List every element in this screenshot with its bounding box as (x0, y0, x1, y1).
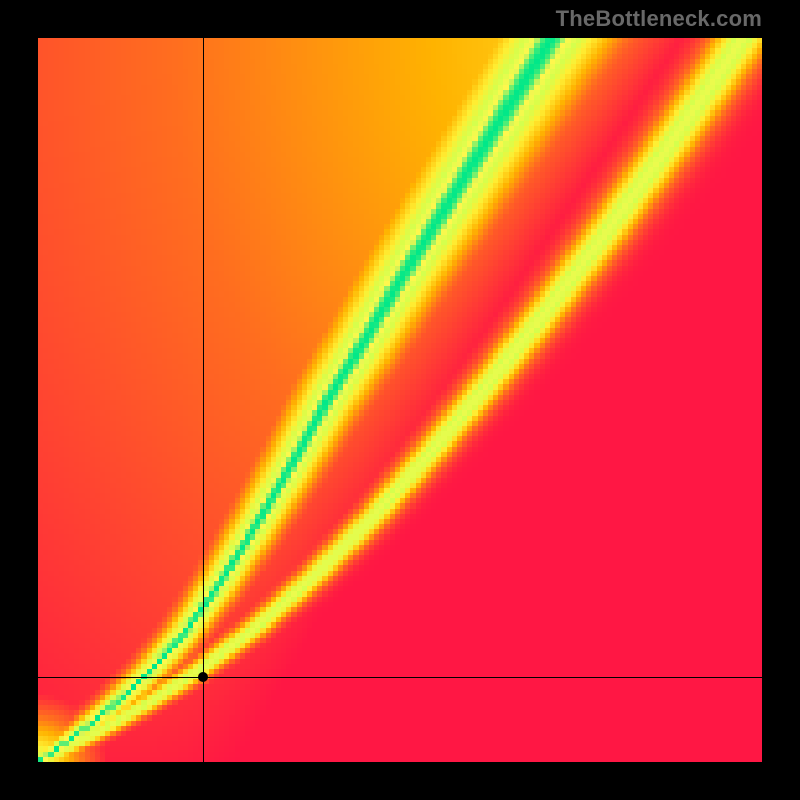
watermark-text: TheBottleneck.com (556, 6, 762, 32)
crosshair-dot (198, 672, 208, 682)
plot-area (38, 38, 762, 762)
heatmap-canvas (38, 38, 762, 762)
crosshair-horizontal (38, 677, 762, 678)
crosshair-vertical (203, 38, 204, 762)
